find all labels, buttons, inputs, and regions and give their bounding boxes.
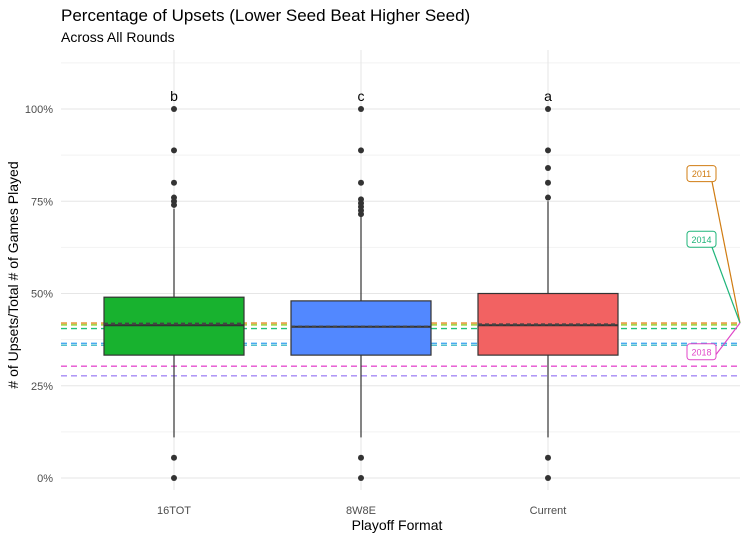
year-label-box [686,343,717,361]
year-label: 2018 [691,347,711,357]
year-connector [711,322,741,361]
outlier-point [358,454,364,461]
outlier-point [358,475,364,481]
year-annotations: 2011 2014 2018 [686,165,741,361]
outlier-point [545,179,551,186]
outlier-point [171,194,177,201]
y-tick-label: 100% [25,104,53,116]
year-label-box [686,230,717,248]
outlier-point [171,147,177,154]
outlier-point [545,475,551,481]
outlier-point [545,165,551,172]
outlier-point [358,179,364,186]
outlier-point [358,147,364,154]
x-axis-title: Playoff Format [352,517,443,533]
year-label: 2011 [692,169,711,179]
outlier-point [545,454,551,461]
y-axis-title: # of Upsets/Total # of Games Played [5,161,21,388]
year-label-box [686,165,717,183]
y-axis-ticks: 0% 25% 50% 75% 100% [25,104,53,485]
y-tick-label: 0% [37,473,53,485]
year-connector [711,181,741,324]
y-tick-label: 25% [31,381,53,393]
outlier-point [171,179,177,186]
outlier-point [545,106,551,112]
x-tick-label: Current [530,505,567,517]
box [290,300,432,356]
year-connector [711,247,741,324]
year-label: 2014 [691,235,711,245]
x-tick-label: 16TOT [157,505,191,517]
y-tick-label: 50% [31,289,53,301]
y-tick-label: 75% [31,196,53,208]
outlier-point [171,454,177,461]
outlier-point [545,194,551,201]
x-axis-ticks: 16TOT 8W8E Current [157,505,566,517]
outlier-point [171,475,177,481]
outlier-point [358,106,364,112]
outlier-point [545,147,551,154]
outlier-point [358,196,364,203]
chart-title: Percentage of Upsets (Lower Seed Beat Hi… [61,6,470,25]
chart-subtitle: Across All Rounds [61,29,175,45]
group-letter: a [544,88,552,104]
x-tick-label: 8W8E [346,505,376,517]
group-letter: b [170,88,178,104]
grid [61,50,740,490]
group-letter: c [358,88,365,104]
outlier-point [171,106,177,112]
